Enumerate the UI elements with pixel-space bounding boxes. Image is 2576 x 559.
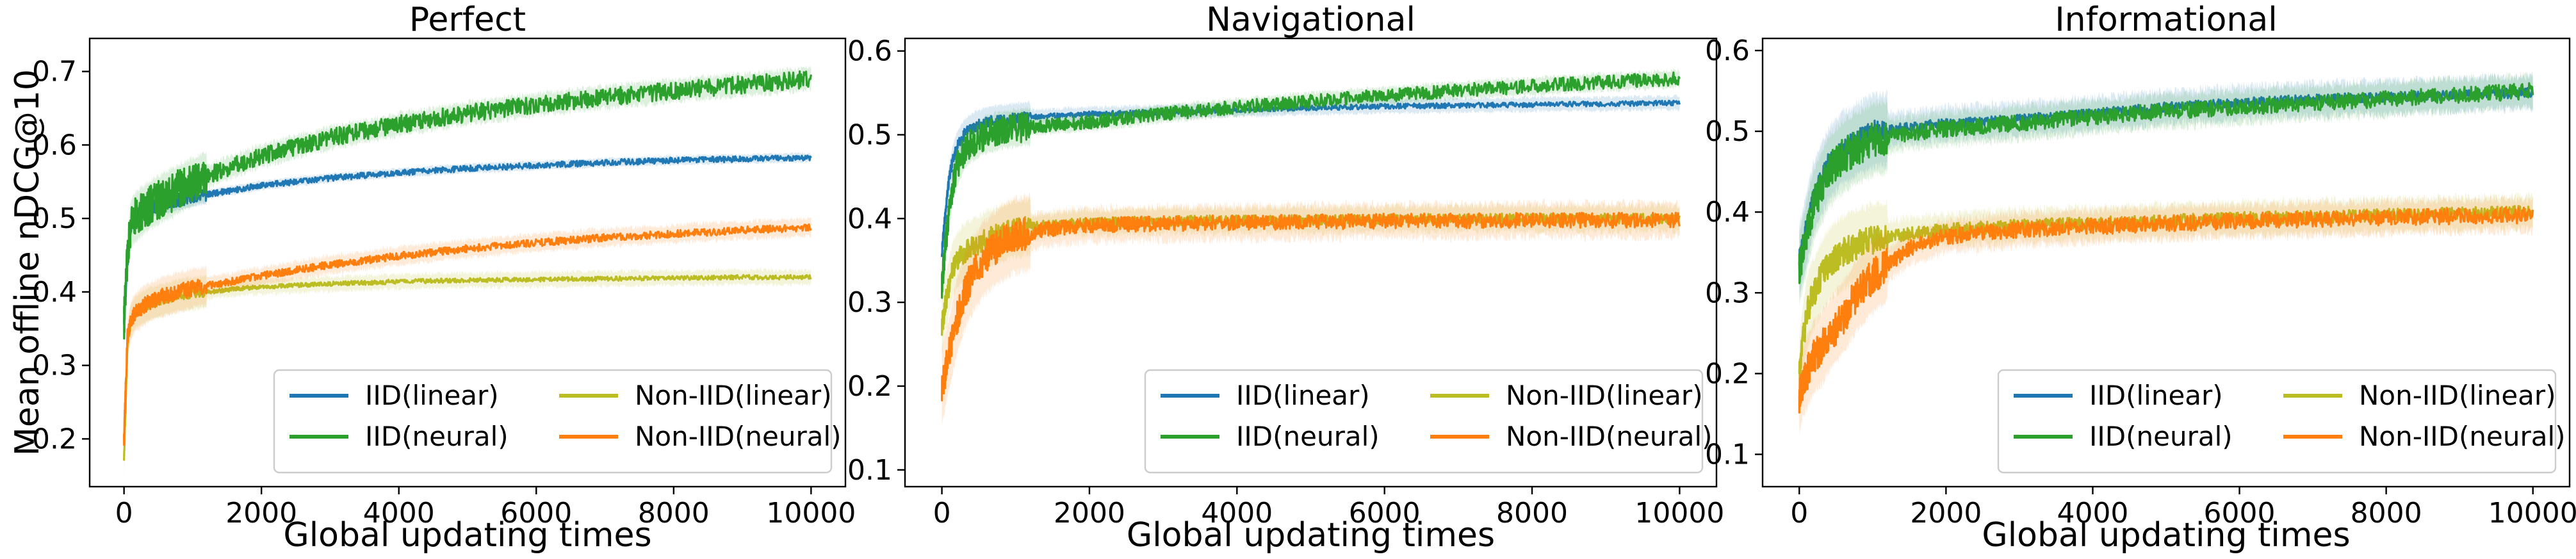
y-tick-label: 0.5 — [32, 202, 77, 235]
y-tick-label: 0.5 — [847, 118, 892, 151]
x-tick-label: 2000 — [225, 497, 297, 530]
x-tick-label: 4000 — [363, 497, 435, 530]
x-tick-label: 4000 — [1201, 497, 1273, 530]
legend-entry: Non-IID(neural) — [635, 421, 842, 452]
x-tick-label: 0 — [1790, 497, 1808, 530]
plot-frame — [1761, 37, 2571, 488]
x-tick-label: 8000 — [2351, 497, 2422, 530]
legend: IID(linear) IID(neural) Non-IID(linear) Non… — [273, 369, 842, 474]
legend-entry: IID(linear) — [1236, 380, 1370, 411]
panel-2: 0 2000 4000 6000 8000 10000 0.1 0.2 0.3 0.4 0.5 0.6… — [847, 1, 1724, 555]
y-tick-label: 0.2 — [847, 370, 892, 403]
panel-3: 0 2000 4000 6000 8000 10000 0.1 0.2 0.3 0.4 0.5 0.6… — [1705, 1, 2576, 555]
x-axis-label: Global updating times — [1982, 516, 2350, 555]
plot-frame — [88, 37, 847, 488]
series-line-2 — [941, 71, 1681, 299]
series-line-2 — [123, 70, 812, 340]
y-tick-label: 0.4 — [847, 202, 892, 235]
y-tick-label: 0.1 — [1705, 439, 1750, 471]
series-band-4 — [942, 192, 1680, 426]
x-tick-label: 6000 — [2204, 497, 2276, 530]
y-tick-label: 0.3 — [847, 286, 892, 319]
series-band-3 — [942, 196, 1680, 357]
legend-box — [1997, 369, 2557, 474]
series-line-4 — [123, 223, 812, 446]
plot-frame — [904, 37, 1718, 488]
series-line-4 — [941, 211, 1681, 401]
x-tick-label: 10000 — [2488, 497, 2576, 530]
legend-entry: Non-IID(neural) — [2359, 421, 2566, 452]
legend-entry: IID(neural) — [365, 421, 509, 452]
y-tick-label: 0.3 — [32, 350, 77, 382]
series-line-2 — [1798, 82, 2534, 284]
y-axis-label: Mean offline nDCG@10 — [8, 69, 47, 456]
series-line-4 — [1798, 206, 2534, 414]
x-tick-label: 6000 — [500, 497, 572, 530]
x-tick-label: 8000 — [1496, 497, 1568, 530]
x-tick-label: 10000 — [1634, 497, 1724, 530]
legend: IID(linear) IID(neural) Non-IID(linear) Non… — [1997, 369, 2566, 474]
legend-entry: IID(neural) — [1236, 421, 1380, 452]
legend-entry: Non-IID(neural) — [1506, 421, 1713, 452]
panel-title: Navigational — [1206, 1, 1415, 39]
x-tick-label: 10000 — [766, 497, 856, 530]
y-tick-label: 0.6 — [1705, 35, 1750, 67]
y-tick-label: 0.6 — [847, 35, 892, 68]
x-tick-label: 6000 — [1349, 497, 1421, 530]
legend-box — [1144, 369, 1704, 474]
series-band-4 — [124, 216, 811, 460]
x-axis-label: Global updating times — [283, 516, 651, 555]
panel-title: Informational — [2055, 1, 2277, 39]
legend-box — [273, 369, 833, 474]
legend: IID(linear) IID(neural) Non-IID(linear) Non… — [1144, 369, 1713, 474]
y-tick-label: 0.6 — [32, 129, 77, 161]
x-tick-label: 0 — [933, 497, 951, 530]
legend-entry: IID(linear) — [2089, 380, 2223, 411]
y-tick-label: 0.2 — [1705, 357, 1750, 390]
legend-entry: IID(neural) — [2089, 421, 2233, 452]
legend-entry: IID(linear) — [365, 380, 499, 411]
y-tick-label: 0.4 — [1705, 196, 1750, 229]
y-tick-label: 0.5 — [1705, 115, 1750, 148]
x-tick-label: 8000 — [638, 497, 710, 530]
legend-entry: Non-IID(linear) — [635, 380, 832, 411]
x-axis-label: Global updating times — [1127, 516, 1495, 555]
y-tick-label: 0.1 — [847, 454, 892, 487]
y-tick-label: 0.2 — [32, 423, 77, 455]
x-tick-label: 4000 — [2057, 497, 2128, 530]
panel-1: 0 2000 4000 6000 8000 10000 0.2 0.3 0.4 0.5 0.6 0.7… — [8, 1, 856, 555]
y-tick-label: 0.7 — [32, 56, 77, 88]
y-tick-label: 0.3 — [1705, 277, 1750, 309]
x-tick-label: 0 — [115, 497, 133, 530]
panel-title: Perfect — [409, 1, 526, 39]
legend-entry: Non-IID(linear) — [1506, 380, 1703, 411]
y-tick-label: 0.4 — [32, 276, 77, 309]
x-tick-label: 2000 — [1054, 497, 1125, 530]
x-tick-label: 2000 — [1910, 497, 1982, 530]
series-band-1 — [942, 94, 1680, 266]
legend-entry: Non-IID(linear) — [2359, 380, 2556, 411]
